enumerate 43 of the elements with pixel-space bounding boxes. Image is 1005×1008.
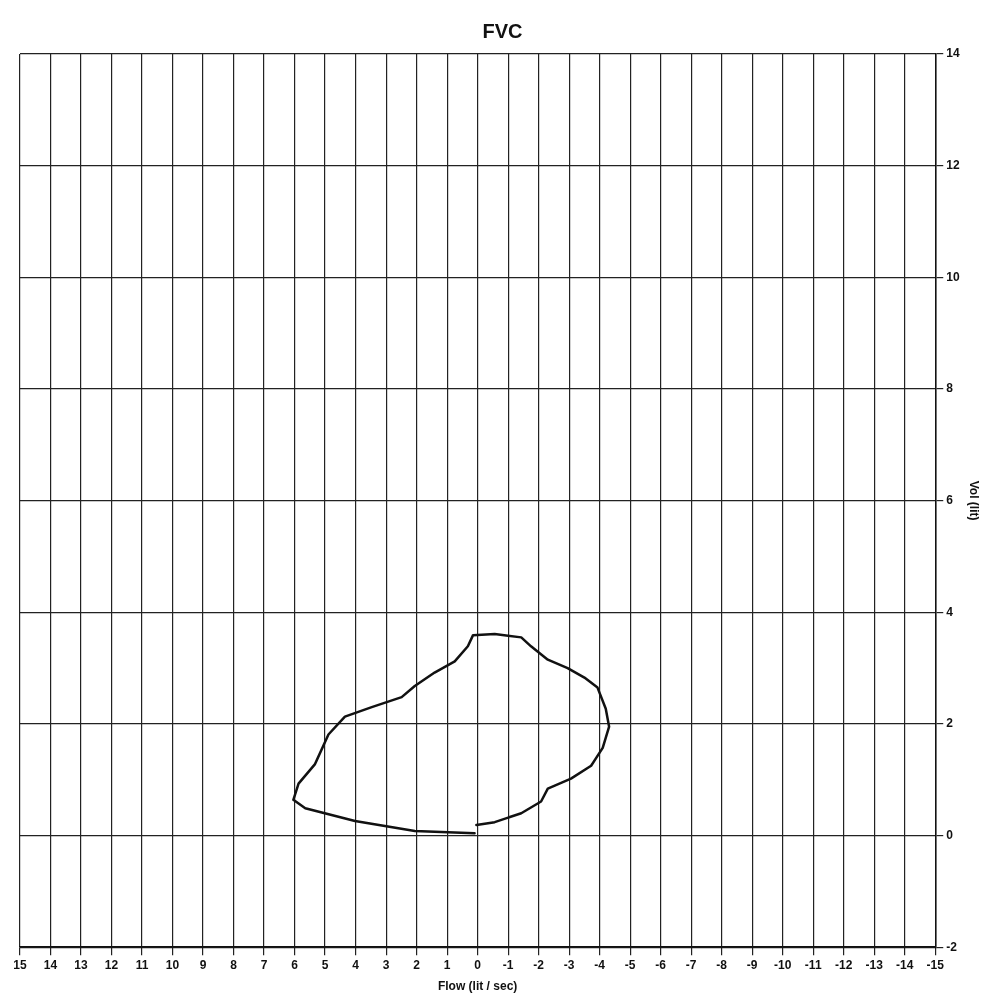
x-axis-title: Flow (lit / sec) — [437, 979, 518, 994]
x-tick-label: -1 — [502, 957, 514, 972]
x-tick-label: -5 — [624, 957, 636, 972]
x-tick-label: 0 — [474, 957, 482, 972]
x-tick-label: 4 — [352, 957, 360, 972]
x-tick-label: -7 — [685, 957, 697, 972]
y-tick-label: 10 — [946, 269, 960, 284]
x-tick-label: -8 — [716, 957, 728, 972]
x-tick-label: -2 — [533, 957, 545, 972]
x-tick-label: 10 — [165, 957, 180, 972]
x-tick-label: 13 — [74, 957, 89, 972]
y-axis-title: Vol (lit) — [967, 480, 982, 521]
y-tick-label: 12 — [946, 157, 960, 172]
x-tick-label: -15 — [926, 957, 945, 972]
x-tick-label: -6 — [655, 957, 667, 972]
x-tick-label: -3 — [563, 957, 575, 972]
chart-title: FVC — [482, 19, 523, 42]
x-tick-label: -12 — [835, 957, 853, 972]
y-tick-label: 6 — [946, 492, 954, 507]
x-tick-label: 8 — [230, 957, 238, 972]
x-tick-label: -11 — [804, 957, 822, 972]
x-tick-label: -14 — [896, 957, 914, 972]
x-tick-label: 11 — [135, 957, 149, 972]
x-tick-label: 5 — [321, 957, 329, 972]
x-tick-label: 7 — [260, 957, 268, 972]
x-tick-label: -13 — [865, 957, 884, 972]
x-tick-label: 12 — [104, 957, 119, 972]
x-tick-label: -10 — [774, 957, 792, 972]
x-tick-label: 14 — [43, 957, 58, 972]
y-tick-label: 4 — [946, 604, 954, 619]
x-tick-label: -4 — [594, 957, 606, 972]
x-tick-label: 15 — [13, 957, 27, 972]
x-tick-label: 9 — [199, 957, 207, 972]
y-tick-label: -2 — [946, 939, 958, 954]
x-tick-label: 6 — [291, 957, 299, 972]
y-tick-label: 0 — [946, 827, 954, 842]
y-tick-label: 2 — [946, 716, 954, 731]
y-tick-label: 14 — [946, 46, 960, 61]
x-tick-label: -9 — [746, 957, 758, 972]
x-tick-label: 2 — [413, 957, 421, 972]
x-tick-label: 3 — [382, 957, 390, 972]
y-tick-label: 8 — [946, 381, 954, 396]
x-tick-label: 1 — [443, 957, 451, 972]
